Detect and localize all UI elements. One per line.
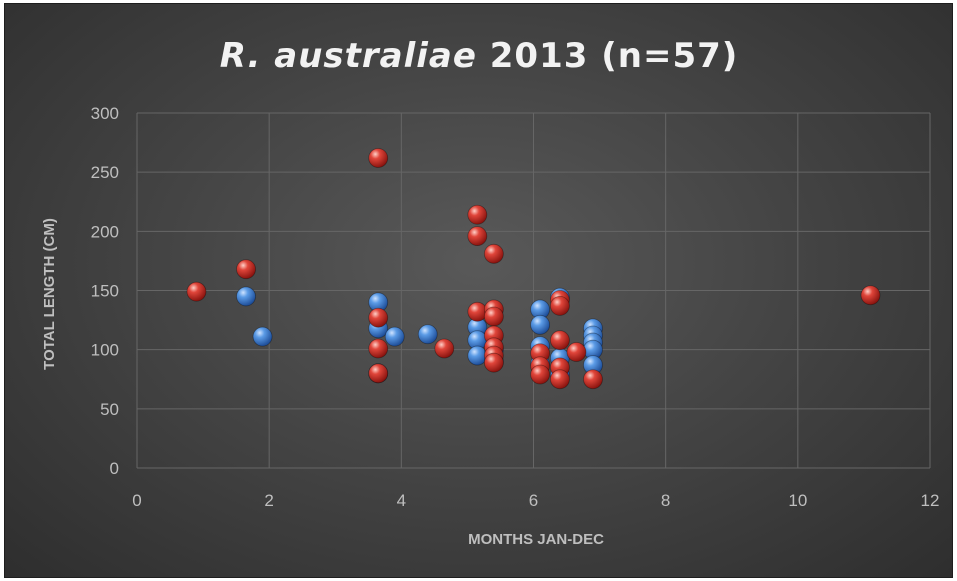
x-tick-label: 2 [264,491,273,510]
red-data-point [550,369,570,390]
red-data-point [550,295,570,316]
chart-title-rest: 2013 (n=57) [477,36,738,76]
data-points [186,148,881,390]
chart-title-italic: R. australiae [220,36,477,76]
red-data-point [467,301,488,322]
x-tick-label: 0 [132,491,141,510]
red-data-point [483,352,504,373]
y-axis-title: TOTAL LENGTH (CM) [41,218,58,370]
scatter-chart: R. australiae 2013 (n=57) 0 2 4 6 8 10 12 0 50 1… [41,36,939,548]
y-tick-label: 0 [110,459,119,478]
x-tick-label: 10 [788,491,807,510]
x-tick-label: 6 [529,491,538,510]
x-tick-label: 8 [661,491,670,510]
x-tick-label: 12 [921,491,940,510]
gridlines [136,112,931,469]
red-data-point [186,281,207,302]
red-data-point [368,363,389,384]
y-tick-label: 250 [91,163,119,182]
red-data-point [550,330,570,351]
blue-data-point [384,326,405,347]
red-data-point [434,338,455,359]
blue-data-point [252,326,273,347]
chart-title: R. australiae 2013 (n=57) [220,36,739,76]
red-data-point [368,338,389,359]
y-tick-label: 50 [100,400,119,419]
red-data-point [467,204,488,225]
blue-data-point [530,314,551,335]
y-tick-label: 200 [91,222,119,241]
x-tick-label: 4 [397,491,406,510]
x-axis-ticks: 0 2 4 6 8 10 12 [132,491,939,510]
red-data-point [368,307,389,328]
red-data-point [583,369,603,390]
chart-area: R. australiae 2013 (n=57) 0 2 4 6 8 10 12 0 50 1… [4,3,953,578]
blue-data-point [417,324,438,345]
blue-data-point [236,286,256,307]
red-data-point [566,342,587,362]
red-data-point [860,285,881,306]
red-data-point [483,306,504,327]
red-data-point [236,259,256,280]
y-tick-label: 150 [91,282,119,301]
red-data-point [368,148,389,168]
red-data-point [483,243,504,264]
red-data-point [530,364,551,385]
red-data-point [467,226,488,246]
y-tick-label: 100 [91,341,119,360]
y-axis-ticks: 0 50 100 150 200 250 300 [91,104,119,478]
y-tick-label: 300 [91,104,119,123]
x-axis-title: MONTHS JAN-DEC [468,531,604,548]
